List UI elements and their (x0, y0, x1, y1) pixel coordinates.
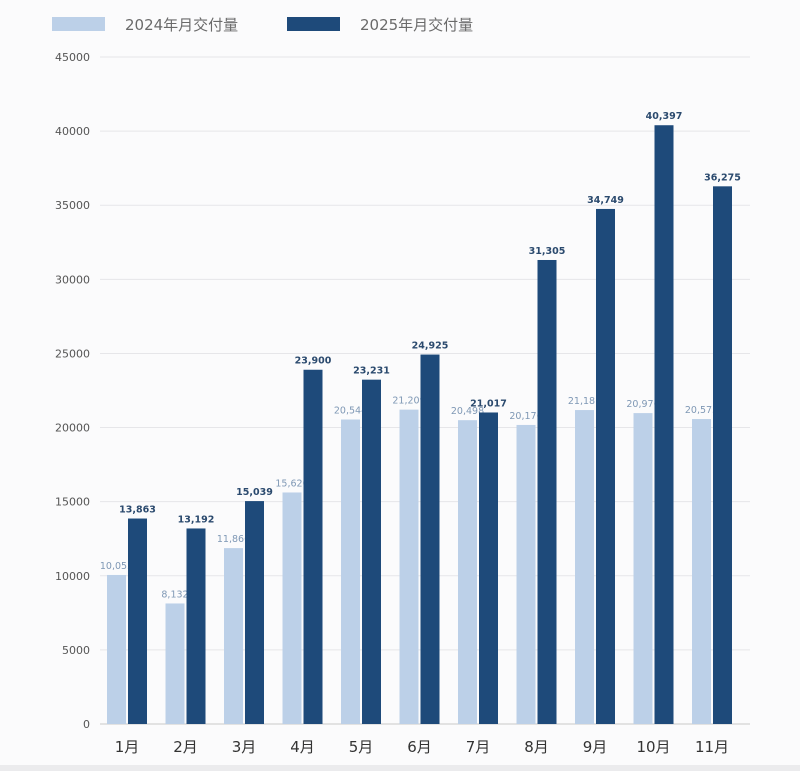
y-tick-label: 20000 (55, 422, 90, 435)
bar-2025[interactable] (245, 501, 264, 724)
bar-2024[interactable] (633, 413, 653, 724)
bar-2024[interactable] (282, 492, 302, 724)
bar-value-label: 21,181 (568, 396, 601, 407)
bar-value-label: 20,575 (685, 405, 718, 416)
legend-swatch-2024 (52, 17, 105, 31)
bar-2024[interactable] (399, 409, 419, 724)
bar-2025[interactable] (362, 379, 381, 724)
y-tick-label: 10000 (55, 570, 90, 583)
y-tick-label: 0 (83, 718, 90, 731)
y-tick-label: 40000 (55, 125, 90, 138)
bar-value-label: 23,231 (353, 366, 390, 377)
bar-2025[interactable] (186, 528, 206, 724)
bar-2024[interactable] (341, 419, 360, 724)
x-tick-label: 6月 (407, 738, 432, 756)
bar-value-label: 11,866 (217, 534, 250, 545)
bar-2024[interactable] (458, 420, 477, 724)
bar-2025[interactable] (479, 412, 498, 724)
bar-value-label: 10,055 (100, 561, 133, 572)
bar-value-label: 21,209 (392, 396, 425, 407)
x-tick-label: 1月 (115, 738, 140, 756)
bar-value-label: 8,132 (161, 589, 188, 600)
legend-item-2025[interactable]: 2025年月交付量 (287, 10, 473, 38)
bar-2024[interactable] (516, 424, 536, 724)
y-tick-label: 5000 (62, 644, 90, 657)
y-tick-label: 45000 (55, 51, 90, 64)
bar-2024[interactable] (692, 419, 711, 724)
bar-value-label: 23,900 (295, 356, 332, 367)
x-tick-label: 5月 (349, 738, 374, 756)
footer-divider (0, 765, 800, 771)
x-tick-label: 9月 (583, 738, 608, 756)
bar-value-label: 20,544 (334, 405, 367, 416)
bar-value-label: 20,976 (626, 399, 659, 410)
bar-value-label: 15,620 (275, 478, 308, 489)
bar-2024[interactable] (575, 410, 594, 724)
bar-value-label: 20,176 (509, 411, 542, 422)
bar-2025[interactable] (537, 259, 557, 724)
bar-value-label: 34,749 (587, 195, 624, 206)
x-tick-label: 7月 (466, 738, 491, 756)
bar-value-label: 20,498 (451, 406, 484, 417)
bar-2025[interactable] (303, 369, 323, 724)
bar-value-label: 36,275 (704, 172, 741, 183)
bar-2025[interactable] (596, 208, 615, 724)
bar-2025[interactable] (420, 354, 440, 724)
x-tick-label: 2月 (173, 738, 198, 756)
bar-2025[interactable] (654, 125, 674, 725)
bar-value-label: 24,925 (412, 341, 449, 352)
x-tick-label: 3月 (232, 738, 257, 756)
bar-2024[interactable] (165, 603, 185, 724)
x-tick-label: 4月 (290, 738, 315, 756)
bar-value-label: 15,039 (236, 487, 273, 498)
bar-2024[interactable] (224, 548, 243, 724)
bar-value-label: 31,305 (529, 246, 566, 257)
bar-2024[interactable] (107, 574, 126, 724)
legend-item-2024[interactable]: 2024年月交付量 (52, 10, 238, 38)
y-tick-label: 25000 (55, 347, 90, 360)
legend-label-2024: 2024年月交付量 (125, 15, 239, 34)
legend-swatch-2025 (287, 17, 340, 31)
x-tick-label: 11月 (695, 738, 729, 756)
bar-value-label: 13,863 (119, 505, 156, 516)
y-tick-label: 15000 (55, 496, 90, 509)
legend-label-2025: 2025年月交付量 (360, 15, 474, 34)
bar-2025[interactable] (713, 186, 732, 725)
x-tick-label: 8月 (524, 738, 549, 756)
bar-value-label: 21,017 (470, 398, 507, 409)
bar-value-label: 40,397 (646, 111, 683, 122)
bar-value-label: 13,192 (178, 514, 215, 525)
x-tick-label: 10月 (636, 738, 670, 756)
y-tick-label: 35000 (55, 199, 90, 212)
chart-legend: 2024年月交付量 2025年月交付量 (0, 10, 800, 38)
bar-2025[interactable] (128, 518, 147, 724)
y-tick-label: 30000 (55, 273, 90, 286)
